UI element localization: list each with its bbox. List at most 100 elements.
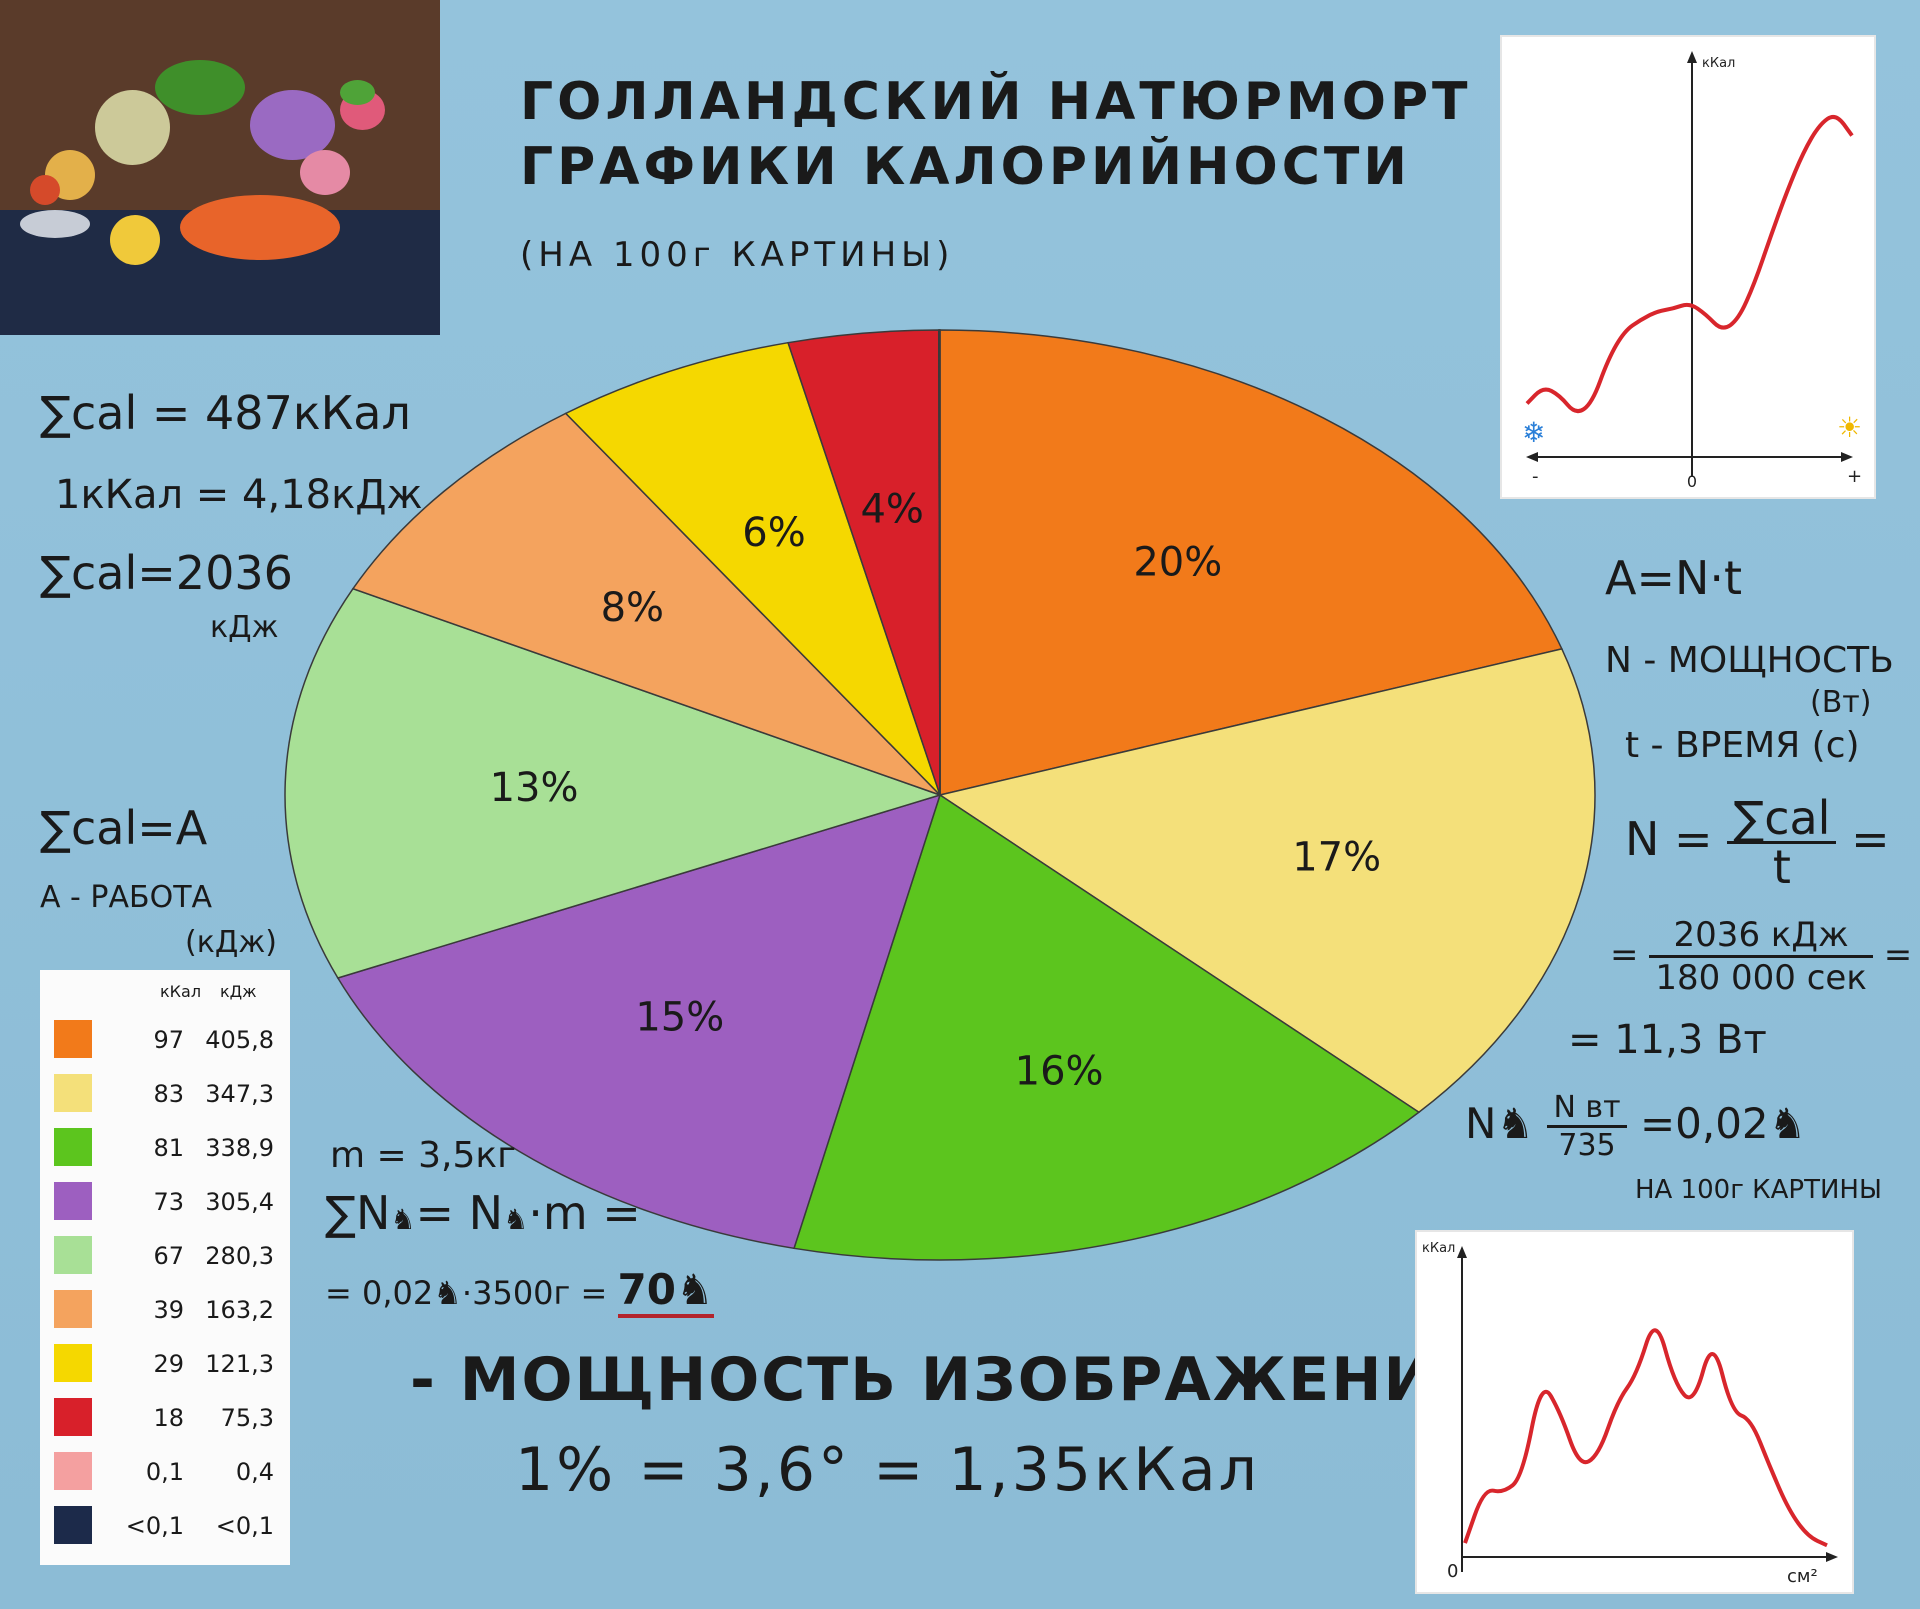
greens-icon [155,60,245,115]
legend-row: 0,1 0,4 [54,1450,279,1492]
x-axis-arrow [1826,1552,1838,1562]
legend-kj: 405,8 [205,1026,274,1054]
legend-swatch [54,1344,92,1382]
legend-kcal: 67 [153,1242,184,1270]
conversion-note: 1% = 3,6° = 1,35кКал [515,1435,1260,1505]
pie-slice [564,341,941,796]
legend-row: 67 280,3 [54,1234,279,1276]
total-power-value: 70♞ [617,1265,714,1318]
eq-sign: = [1851,812,1890,866]
pie-label: 6% [742,510,805,556]
legend-kj: 280,3 [205,1242,274,1270]
pie-slices [284,329,1596,1261]
eq-sign-3: = [1883,935,1913,975]
formula-energy-division: = 2036 кДж 180 000 сек = [1610,915,1912,998]
legend-swatch [54,1128,92,1166]
pie-label: 17% [1292,835,1381,881]
legend-row: 97 405,8 [54,1018,279,1060]
subtitle: (НА 100г КАРТИНЫ) [520,235,955,275]
formula-sum-kj-unit: кДж [210,610,279,645]
formula-horsepower: N♞ N вт 735 =0,02♞ [1465,1090,1806,1163]
pie-label: 4% [860,487,923,533]
legend-swatch [54,1074,92,1112]
hp-result: =0,02 [1639,1099,1769,1148]
glass-icon [95,90,170,165]
legend-kj: 163,2 [205,1296,274,1324]
y-axis-arrow [1457,1246,1467,1258]
legend: кКал кДж 97 405,8 83 347,3 81 338,9 73 305,4 67 2… [40,970,290,1565]
formula-per-100g: НА 100г КАРТИНЫ [1635,1175,1882,1205]
legend-swatch [54,1020,92,1058]
legend-kj: <0,1 [215,1512,274,1540]
legend-swatch [54,1236,92,1274]
pie-label: 8% [601,585,664,631]
temperature-graph: кКал 0 - + ❄ ☀ [1500,35,1876,499]
lobster-icon [180,195,340,260]
formula-a-nt: A=N·t [1605,551,1743,605]
formula-power-result: = 11,3 Вт [1568,1017,1767,1063]
pie-label: 15% [635,994,724,1040]
pie-label: 16% [1015,1049,1104,1095]
pie-slice [793,793,1421,1261]
legend-swatch [54,1398,92,1436]
legend-row: 39 163,2 [54,1288,279,1330]
legend-row: <0,1 <0,1 [54,1504,279,1546]
formula-n-power: N - МОЩНОСТЬ [1605,640,1894,681]
calorie-pie-chart: 20% 17% 16% 15% 13% 8% 6% 4% [284,329,1596,1261]
formula-kcal-kj: 1кКал = 4,18кДж [55,472,423,518]
still-life-painting [0,0,440,335]
sum-n-eq: = N [415,1186,504,1240]
y-axis-arrow [1687,51,1697,63]
legend-swatch [54,1452,92,1490]
formula-mass: m = 3,5кг [330,1135,517,1176]
formula-sum-n: ∑N♞= N♞·m = [325,1190,641,1236]
legend-kcal: 97 [153,1026,184,1054]
temperature-graph-svg: кКал 0 - + ❄ ☀ [1522,51,1862,491]
temperature-curve [1525,114,1854,414]
total-value: 70 [617,1265,676,1314]
bottom-graph-xlabel: см² [1787,1566,1818,1587]
horse-icon: ♞ [433,1274,462,1312]
top-graph-minus: - [1532,466,1539,487]
formula-t-time: t - ВРЕМЯ (с) [1625,725,1860,766]
horse-icon: ♞ [390,1203,416,1236]
formula-sum-work: ∑cal=A [40,801,208,855]
formula-sum-kj: ∑cal=2036 [40,546,293,600]
legend-kj: 347,3 [205,1080,274,1108]
pie-slice [938,647,1596,1114]
frac-num: ∑cal [1727,795,1837,844]
legend-kj: 121,3 [205,1350,274,1378]
plate-icon [20,210,90,238]
legend-kcal: 29 [153,1350,184,1378]
frac-kj-num: 2036 кДж [1649,915,1873,958]
legend-kj: 0,4 [235,1458,274,1486]
title-line-1: ГОЛЛАНДСКИЙ НАТЮРМОРТ [520,72,1472,132]
top-graph-plus: + [1847,466,1862,487]
fraction-hp: N вт 735 [1547,1090,1627,1163]
sum-n-label: ∑N [325,1186,391,1240]
fraction-sumcal-t: ∑cal t [1727,795,1837,894]
formula-total-power: = 0,02♞·3500г = 70♞ [325,1265,714,1318]
legend-swatch [54,1182,92,1220]
fraction-energy-time: 2036 кДж 180 000 сек [1649,915,1873,998]
formula-sum-kcal: ∑cal = 487кКал [40,386,411,440]
legend-row: 18 75,3 [54,1396,279,1438]
sun-icon: ☀ [1837,411,1862,444]
hp-num: N вт [1547,1090,1627,1128]
lemon-icon [110,215,160,265]
legend-kcal: 73 [153,1188,184,1216]
legend-kcal: 39 [153,1296,184,1324]
formula-work-label: A - РАБОТА [40,880,213,915]
title-line-2: ГРАФИКИ КАЛОРИЙНОСТИ [520,137,1411,197]
formula-n-fraction: N = ∑cal t = [1625,795,1890,890]
image-power-heading: - МОЩНОСТЬ ИЗОБРАЖЕНИЯ [410,1345,1484,1415]
n-eq-label: N = [1625,812,1713,866]
legend-header-kcal: кКал [160,982,202,1001]
pie-slice [939,329,1563,796]
formula-n-unit: (Вт) [1810,685,1872,720]
legend-kcal: 81 [153,1134,184,1162]
frac-den: t [1772,840,1791,894]
pie-slice [336,793,942,1250]
legend-row: 83 347,3 [54,1072,279,1114]
horse-icon: ♞ [675,1265,714,1314]
